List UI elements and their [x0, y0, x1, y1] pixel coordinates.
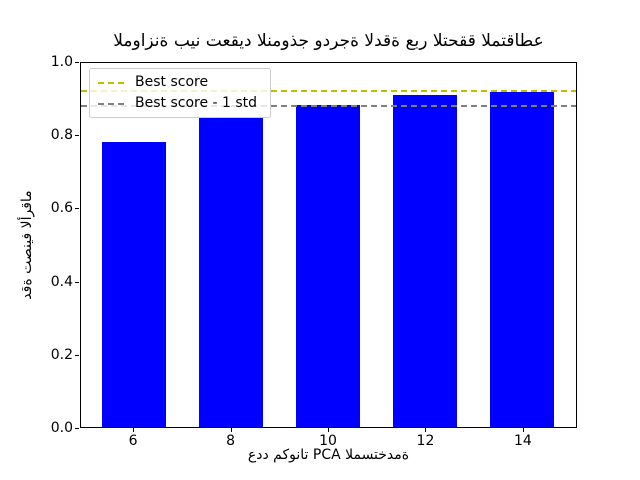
x-tick-label-14: 14 [514, 433, 532, 449]
bar-6 [101, 141, 167, 427]
y-tick-label-1.0: 1.0 [50, 54, 73, 70]
bar-10 [295, 104, 361, 427]
x-tick-mark-14 [522, 428, 524, 432]
x-tick-mark-8 [230, 428, 232, 432]
y-axis: 0.0 0.2 0.4 0.6 0.8 1.0 [0, 54, 80, 436]
y-tick-mark-0.2 [75, 354, 79, 356]
y-tick-label-0.4: 0.4 [50, 273, 73, 290]
x-tick-label-12: 12 [416, 433, 435, 449]
bar-8 [198, 116, 264, 427]
y-tick-mark-0.0 [75, 428, 79, 429]
x-tick-label-10: 10 [319, 433, 337, 449]
x-tick-mark-10 [328, 428, 329, 432]
y-tick-label-0.6: 0.6 [50, 200, 73, 217]
dashed-line-icon [98, 81, 125, 84]
y-tick-mark-0.6 [75, 208, 79, 210]
bar-14 [489, 92, 555, 427]
x-tick-label-8: 8 [226, 433, 235, 449]
x-axis-label: عدد مكونات PCA المستخدمة [247, 447, 410, 463]
dashed-line-icon [98, 102, 125, 105]
plot-area: Best score Best score - 1 std [80, 62, 577, 428]
y-tick-label-0.2: 0.2 [50, 346, 73, 363]
legend: Best score Best score - 1 std [89, 68, 272, 118]
bar-12 [392, 95, 458, 427]
y-tick-mark-0.8 [75, 135, 79, 137]
x-axis: 6 8 10 12 14 [80, 428, 577, 454]
x-tick-label-6: 6 [128, 433, 138, 449]
best-score-line [81, 90, 576, 93]
x-tick-mark-12 [425, 428, 427, 432]
y-tick-mark-1.0 [75, 62, 79, 63]
legend-row-best-score-minus-std: Best score - 1 std [98, 93, 257, 114]
y-tick-label-0.0: 0.0 [50, 420, 73, 436]
chart-title: الموازنة بين تعقيد النموذج ودرجة الدقة ع… [113, 31, 544, 51]
legend-label-best-score: Best score [135, 74, 209, 90]
y-tick-label-0.8: 0.8 [50, 127, 73, 144]
x-tick-mark-6 [133, 428, 135, 432]
best-score-minus-std-line [81, 104, 576, 107]
legend-row-best-score: Best score [98, 72, 257, 93]
y-tick-mark-0.4 [75, 281, 79, 283]
y-axis-label: دقة تصنيف الأرقام [19, 190, 35, 300]
legend-label-best-score-minus-std: Best score - 1 std [135, 95, 258, 111]
